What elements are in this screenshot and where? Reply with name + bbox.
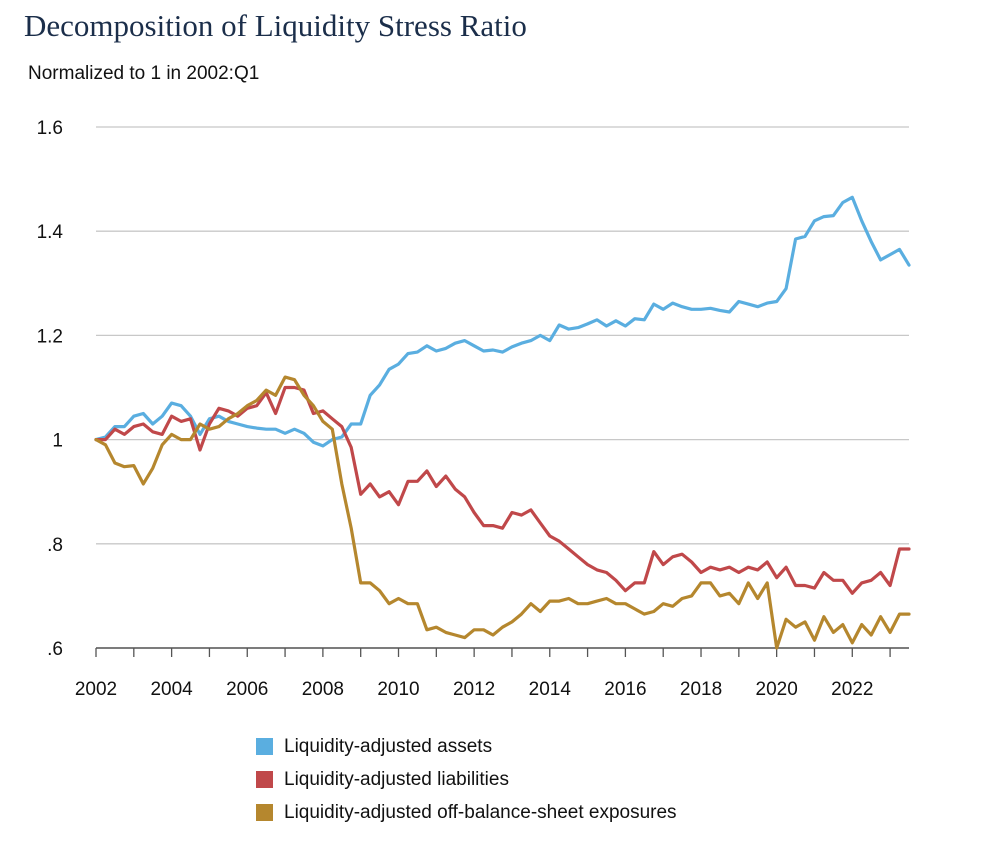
chart-title: Decomposition of Liquidity Stress Ratio (24, 8, 527, 43)
x-tick-label: 2010 (377, 679, 419, 700)
x-tick-label: 2020 (756, 679, 798, 700)
x-tick-label: 2016 (604, 679, 646, 700)
chart-subtitle: Normalized to 1 in 2002:Q1 (28, 63, 260, 84)
x-tick-label: 2006 (226, 679, 268, 700)
legend-swatch-liabilities (256, 771, 273, 788)
x-tick-label: 2012 (453, 679, 495, 700)
x-tick-label: 2002 (75, 679, 117, 700)
x-tick-label: 2014 (529, 679, 572, 700)
legend-item-liabilities: Liquidity-adjusted liabilities (256, 763, 677, 796)
y-tick-label: 1.2 (37, 326, 63, 347)
legend-item-assets: Liquidity-adjusted assets (256, 730, 677, 763)
y-tick-label: 1.6 (37, 118, 63, 139)
y-tick-label: 1.4 (37, 222, 64, 243)
series-line-1 (94, 385, 911, 595)
legend-swatch-off-balance-sheet (256, 804, 273, 821)
y-tick-label: 1 (52, 431, 63, 452)
legend-label-assets: Liquidity-adjusted assets (284, 735, 493, 757)
x-axis: 2002 2004 2006 2008 2010 2012 2014 2016 2018 2020… (75, 647, 909, 700)
x-tick-label: 2022 (831, 679, 873, 700)
series-line-0 (94, 195, 911, 448)
series-line-2 (94, 375, 911, 650)
y-tick-label: .8 (47, 535, 63, 556)
x-tick-label: 2004 (150, 679, 193, 700)
legend-label-liabilities: Liquidity-adjusted liabilities (284, 768, 509, 790)
y-tick-label: .6 (47, 639, 63, 660)
series-lines (94, 195, 911, 650)
legend-swatch-assets (256, 738, 273, 755)
legend-label-off-balance-sheet: Liquidity-adjusted off-balance-sheet exp… (284, 801, 677, 823)
x-tick-label: 2008 (302, 679, 344, 700)
legend: Liquidity-adjusted assets Liquidity-adju… (256, 730, 677, 829)
y-axis-ticks: .6 .8 1 1.2 1.4 1.6 (37, 118, 64, 660)
x-tick-label: 2018 (680, 679, 722, 700)
legend-item-off-balance-sheet: Liquidity-adjusted off-balance-sheet exp… (256, 796, 677, 829)
